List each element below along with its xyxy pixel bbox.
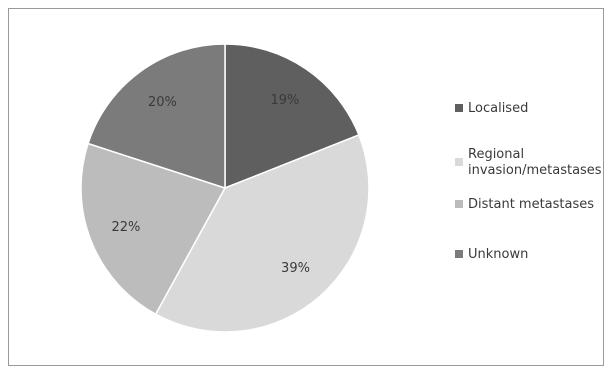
legend-swatch [455, 158, 463, 166]
legend-swatch [455, 250, 463, 258]
pie-slice-unknown [87, 43, 226, 190]
legend-label: Distant metastases [468, 197, 594, 212]
pie-slice-localised [224, 43, 360, 190]
legend-label: Unknown [468, 247, 528, 262]
legend-label: Localised [468, 101, 528, 116]
slice-data-label: 22% [111, 220, 140, 235]
legend-swatch [455, 104, 463, 112]
legend-label: invasion/metastases [468, 163, 602, 178]
legend-label: Regional [468, 147, 524, 162]
slice-data-label: 19% [270, 93, 299, 108]
slice-data-label: 39% [281, 261, 310, 276]
slice-data-label: 20% [148, 95, 177, 110]
pie-slice-distant-metastases [80, 142, 227, 316]
legend-swatch [455, 200, 463, 208]
pie-slice-regional-invasion-metastases [154, 134, 370, 333]
